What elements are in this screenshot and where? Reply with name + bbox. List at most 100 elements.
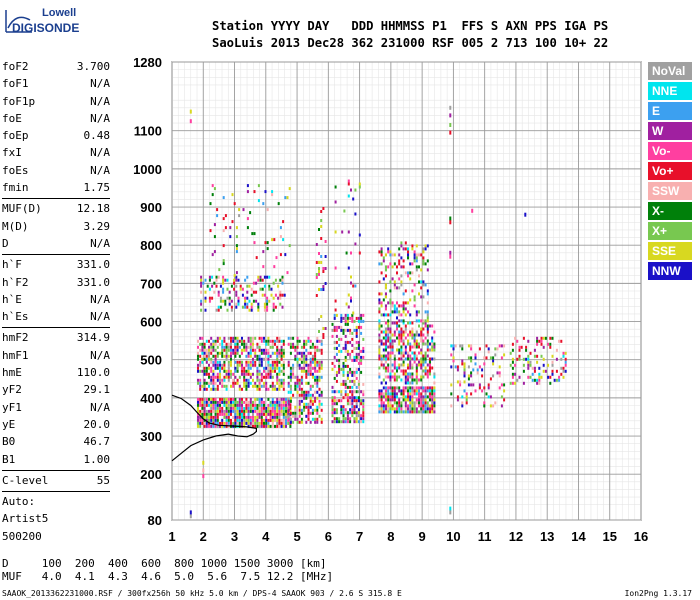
echo-point — [303, 396, 306, 400]
echo-point — [426, 289, 429, 293]
echo-point — [456, 365, 459, 369]
echo-point — [245, 348, 248, 352]
echo-point — [387, 389, 390, 393]
echo-point — [223, 345, 226, 349]
echo-point — [199, 348, 202, 352]
echo-point — [278, 348, 281, 352]
echo-point — [287, 390, 290, 394]
echo-point — [247, 372, 250, 376]
echo-point — [305, 381, 308, 385]
echo-point — [214, 381, 217, 385]
echo-point — [387, 321, 390, 325]
echo-point — [201, 360, 204, 364]
echo-point — [385, 354, 387, 358]
echo-point — [210, 387, 213, 391]
echo-point — [260, 421, 263, 425]
echo-point — [289, 406, 292, 410]
echo-point — [315, 294, 318, 297]
echo-point — [219, 363, 221, 367]
echo-point — [387, 327, 390, 331]
echo-point — [478, 386, 481, 390]
echo-point — [380, 247, 383, 251]
echo-point — [245, 363, 248, 367]
echo-point — [314, 363, 317, 367]
echo-point — [276, 412, 279, 416]
echo-point — [212, 339, 215, 343]
echo-point — [271, 400, 274, 404]
header-line-1: Station YYYY DAY DDD HHMMSS P1 FFS S AXN… — [212, 19, 609, 33]
echo-point — [200, 275, 203, 279]
echo-point — [340, 349, 343, 353]
echo-point — [271, 397, 274, 401]
echo-point — [249, 211, 252, 215]
echo-point — [214, 387, 217, 391]
echo-point — [531, 372, 534, 376]
echo-point — [214, 418, 217, 422]
echo-point — [246, 275, 249, 279]
echo-point — [380, 363, 383, 367]
echo-point — [551, 372, 554, 376]
echo-point — [378, 339, 381, 343]
echo-point — [269, 412, 272, 416]
echo-point — [344, 328, 347, 332]
echo-point — [256, 424, 259, 428]
echo-point — [391, 398, 394, 402]
echo-point — [387, 407, 390, 411]
echo-point — [318, 273, 320, 276]
echo-point — [249, 397, 252, 401]
echo-point — [214, 421, 217, 425]
echo-point — [518, 348, 521, 352]
echo-point — [225, 387, 228, 391]
echo-point — [533, 366, 536, 370]
echo-point — [236, 421, 239, 425]
echo-point — [385, 404, 387, 408]
echo-point — [404, 313, 407, 317]
echo-point — [511, 366, 514, 370]
echo-point — [413, 283, 416, 287]
echo-point — [294, 384, 297, 388]
echo-point — [314, 369, 317, 373]
echo-point — [391, 333, 394, 337]
echo-point — [254, 381, 257, 385]
echo-point — [411, 407, 414, 411]
echo-point — [205, 357, 208, 361]
echo-point — [274, 342, 276, 346]
echo-point — [203, 372, 206, 376]
echo-point — [333, 340, 336, 344]
echo-point — [422, 339, 425, 343]
echo-point — [385, 366, 387, 370]
echo-point — [279, 290, 282, 294]
echo-point — [429, 372, 431, 376]
echo-point — [276, 424, 279, 428]
echo-point — [389, 336, 392, 340]
param-separator — [2, 198, 110, 200]
echo-point — [219, 366, 221, 370]
echo-point — [305, 405, 308, 409]
echo-point — [208, 412, 210, 416]
echo-point — [289, 417, 292, 421]
echo-point — [285, 403, 287, 407]
echo-point — [391, 277, 394, 281]
echo-point — [555, 357, 558, 361]
echo-point — [389, 407, 392, 411]
echo-point — [415, 342, 418, 346]
echo-point — [234, 348, 237, 352]
echo-point — [278, 354, 281, 358]
echo-point — [411, 336, 414, 340]
echo-point — [282, 220, 285, 224]
echo-point — [214, 363, 217, 367]
echo-point — [418, 333, 420, 337]
echo-point — [424, 351, 427, 355]
echo-point — [340, 382, 343, 386]
echo-point — [420, 339, 423, 343]
echo-point — [236, 369, 239, 373]
echo-point — [222, 217, 225, 221]
echo-point — [197, 397, 199, 401]
echo-point — [353, 355, 356, 359]
echo-point — [282, 406, 285, 410]
echo-point — [227, 418, 230, 422]
echo-point — [385, 389, 387, 393]
echo-point — [219, 284, 222, 288]
echo-point — [402, 372, 405, 376]
param-row: hmF2 314.9 — [2, 329, 110, 346]
